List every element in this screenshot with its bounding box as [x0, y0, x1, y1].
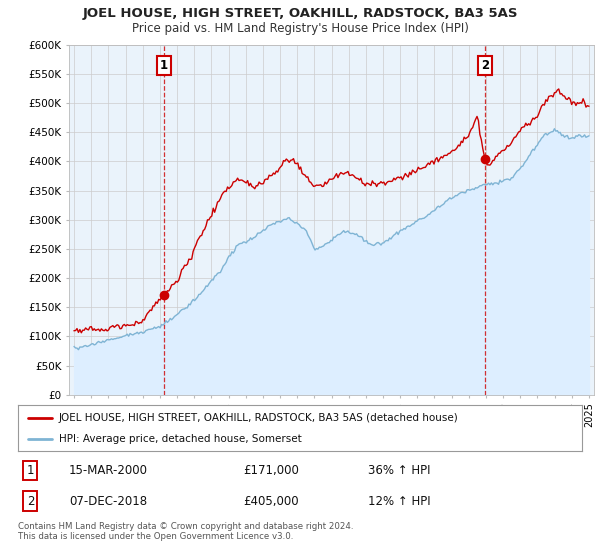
- Text: Contains HM Land Registry data © Crown copyright and database right 2024.
This d: Contains HM Land Registry data © Crown c…: [18, 522, 353, 542]
- Text: 2: 2: [26, 494, 34, 508]
- Text: 15-MAR-2000: 15-MAR-2000: [69, 464, 148, 477]
- Text: 1: 1: [26, 464, 34, 477]
- Text: 1: 1: [160, 59, 167, 72]
- Text: HPI: Average price, detached house, Somerset: HPI: Average price, detached house, Some…: [59, 434, 301, 444]
- Text: £405,000: £405,000: [244, 494, 299, 508]
- Text: £171,000: £171,000: [244, 464, 299, 477]
- Text: 07-DEC-2018: 07-DEC-2018: [69, 494, 147, 508]
- Text: JOEL HOUSE, HIGH STREET, OAKHILL, RADSTOCK, BA3 5AS: JOEL HOUSE, HIGH STREET, OAKHILL, RADSTO…: [82, 7, 518, 20]
- Text: Price paid vs. HM Land Registry's House Price Index (HPI): Price paid vs. HM Land Registry's House …: [131, 22, 469, 35]
- Text: 36% ↑ HPI: 36% ↑ HPI: [368, 464, 430, 477]
- Text: JOEL HOUSE, HIGH STREET, OAKHILL, RADSTOCK, BA3 5AS (detached house): JOEL HOUSE, HIGH STREET, OAKHILL, RADSTO…: [59, 413, 458, 423]
- Text: 2: 2: [481, 59, 489, 72]
- Text: 12% ↑ HPI: 12% ↑ HPI: [368, 494, 430, 508]
